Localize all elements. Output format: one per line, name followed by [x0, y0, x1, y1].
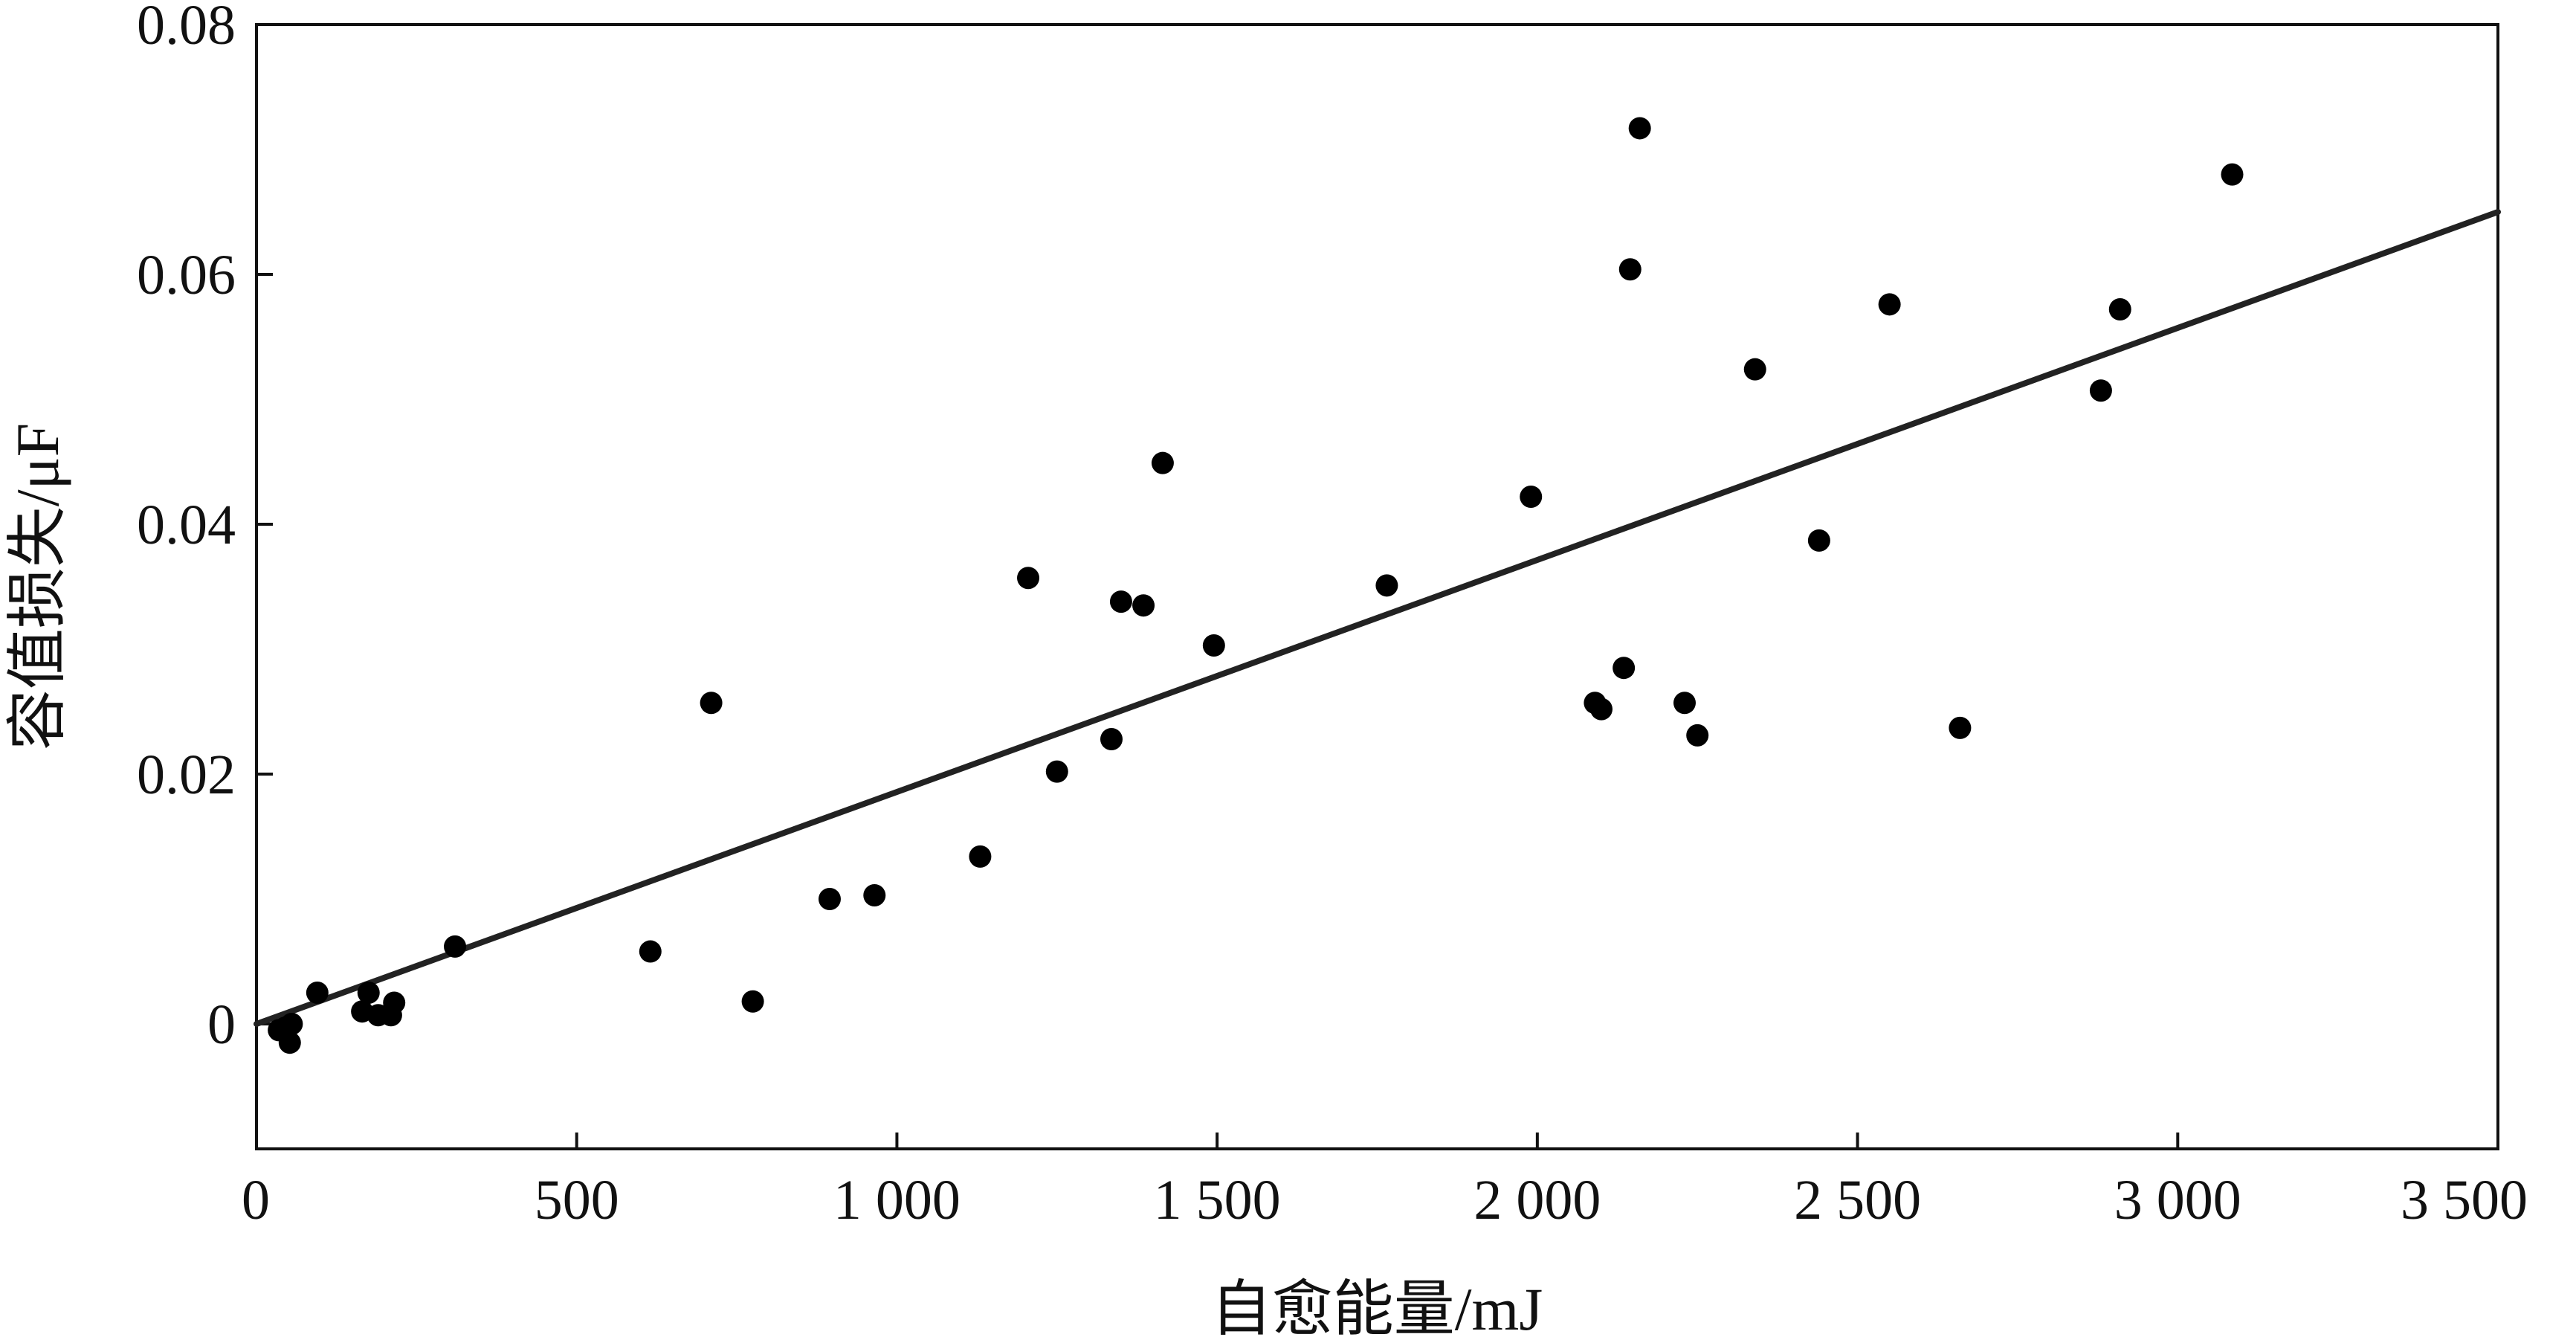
data-point	[1151, 451, 1174, 474]
data-point	[818, 888, 841, 910]
data-point	[700, 692, 723, 715]
x-axis-ticks: 0 500 1 000 1 500 2 000 2 500 3 000 3 500	[242, 1133, 2528, 1231]
x-tick-label: 3 000	[2114, 1169, 2241, 1231]
x-tick-label: 0	[242, 1169, 270, 1231]
data-point	[1618, 258, 1642, 281]
data-point	[1017, 567, 1040, 590]
data-point	[741, 990, 764, 1013]
data-point	[1100, 727, 1123, 750]
data-point	[1673, 692, 1696, 715]
regression-line	[254, 209, 2501, 1027]
data-point	[383, 991, 406, 1014]
data-point	[2089, 379, 2112, 402]
x-tick-label: 1 000	[833, 1169, 961, 1231]
plot-frame	[255, 23, 2499, 1150]
y-tick-label: 0.06	[137, 244, 236, 306]
y-axis-title: 容值损失/μF	[4, 423, 71, 750]
data-point	[278, 1031, 301, 1054]
data-point	[1686, 724, 1709, 747]
x-tick-label: 1 500	[1154, 1169, 1281, 1231]
y-tick-label: 0.04	[137, 494, 236, 556]
data-point	[1807, 529, 1830, 552]
data-point	[306, 982, 329, 1004]
data-point	[1375, 574, 1398, 597]
data-point	[1878, 293, 1901, 316]
data-point	[2108, 298, 2131, 321]
y-tick-label: 0.02	[137, 744, 236, 806]
x-tick-label: 3 500	[2401, 1169, 2528, 1231]
y-tick-label: 0.08	[137, 0, 236, 57]
data-point	[1132, 594, 1155, 617]
data-point	[1202, 634, 1225, 657]
data-point	[357, 982, 380, 1004]
data-point	[1743, 358, 1766, 381]
data-point	[444, 935, 467, 958]
x-tick-label: 500	[535, 1169, 619, 1231]
data-point	[1590, 698, 1613, 721]
data-point	[1613, 657, 1636, 680]
data-point	[280, 1013, 303, 1035]
data-point	[639, 940, 662, 963]
data-point	[969, 845, 992, 868]
x-tick-label: 2 500	[1794, 1169, 1921, 1231]
data-point	[1045, 760, 1068, 783]
data-point	[863, 883, 886, 906]
data-point	[1109, 590, 1132, 613]
data-point	[1628, 117, 1651, 140]
data-point	[1949, 716, 1972, 739]
x-tick-label: 2 000	[1473, 1169, 1601, 1231]
data-point	[2221, 163, 2244, 186]
data-point	[1520, 486, 1543, 509]
y-tick-label: 0	[207, 993, 236, 1056]
data-points	[268, 117, 2244, 1054]
y-axis-ticks: 0 0.02 0.04 0.06 0.08	[137, 0, 273, 1056]
x-axis-title: 自愈能量/mJ	[1211, 1275, 1543, 1337]
